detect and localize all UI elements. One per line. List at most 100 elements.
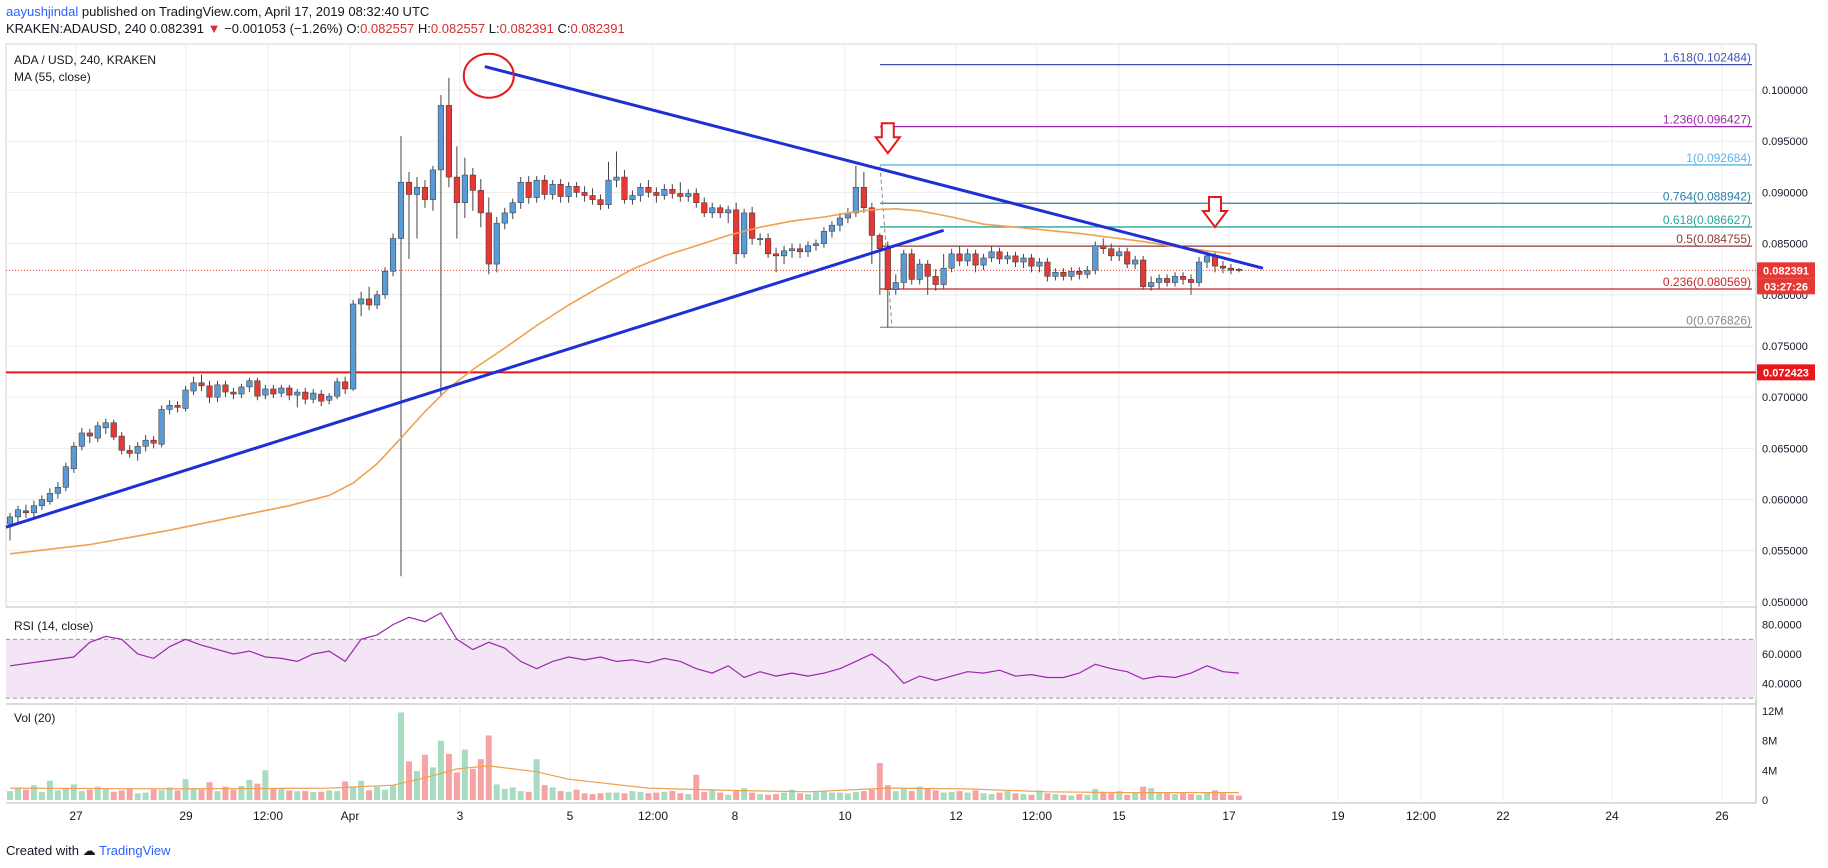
candle-body bbox=[948, 253, 955, 269]
candle bbox=[765, 233, 772, 258]
volume-bar bbox=[1004, 791, 1011, 800]
volume-bar bbox=[892, 791, 899, 800]
y-tick-label: 0.055000 bbox=[1762, 546, 1808, 558]
fib-level-label: 1.236(0.096427) bbox=[1663, 113, 1751, 127]
candle-body bbox=[389, 238, 397, 272]
high-label: H: bbox=[417, 21, 431, 36]
candle-body bbox=[765, 238, 772, 255]
volume-bar bbox=[1211, 790, 1218, 800]
volume-bar bbox=[860, 791, 867, 800]
candle bbox=[908, 248, 915, 285]
volume-bar bbox=[605, 792, 612, 800]
volume-bar bbox=[653, 792, 660, 800]
candle bbox=[1068, 267, 1075, 281]
candle-body bbox=[469, 174, 476, 191]
price-pane[interactable]: 1.618(0.102484) 1.236(0.096427) 1(0.092684… bbox=[5, 51, 1756, 577]
candle bbox=[988, 245, 995, 263]
tradingview-brand-link[interactable]: TradingView bbox=[99, 843, 171, 858]
candle bbox=[86, 428, 93, 444]
candle-body bbox=[190, 382, 197, 392]
candle-body bbox=[741, 212, 748, 255]
volume-bar bbox=[980, 793, 987, 800]
candle-body bbox=[278, 387, 285, 394]
volume-bar bbox=[1052, 794, 1059, 800]
candle-body bbox=[796, 248, 804, 253]
volume-bar bbox=[142, 792, 149, 800]
falling-resistance-trendline bbox=[484, 65, 1264, 270]
candle bbox=[1124, 247, 1131, 269]
volume-bar bbox=[709, 790, 716, 800]
candle bbox=[174, 401, 181, 413]
candle-body bbox=[749, 212, 756, 239]
candle bbox=[118, 431, 125, 455]
x-tick-label: 27 bbox=[69, 809, 83, 823]
volume-bar bbox=[262, 770, 269, 800]
rsi-pane[interactable] bbox=[6, 612, 1756, 699]
candle-body bbox=[589, 195, 596, 200]
candle-body bbox=[581, 192, 588, 196]
candle-body bbox=[781, 250, 788, 257]
candle-body bbox=[565, 186, 572, 197]
candle bbox=[549, 180, 556, 200]
volume-bar bbox=[198, 789, 205, 800]
candle bbox=[693, 188, 700, 208]
candle-body bbox=[118, 435, 125, 451]
volume-bar bbox=[318, 791, 325, 800]
volume-bar bbox=[382, 789, 389, 800]
volume-bar bbox=[629, 791, 636, 800]
volume-pane[interactable] bbox=[7, 712, 1242, 800]
candle-body bbox=[685, 193, 692, 197]
candle-body bbox=[541, 179, 548, 195]
candle-body bbox=[501, 212, 508, 224]
volume-tick-label: 4M bbox=[1762, 765, 1777, 777]
candle bbox=[876, 233, 883, 295]
volume-bar bbox=[350, 786, 357, 800]
fib-anchor-dashed bbox=[879, 165, 893, 328]
volume-bar bbox=[342, 781, 349, 800]
candle-body bbox=[533, 179, 540, 198]
volume-bar bbox=[956, 791, 963, 800]
volume-bar bbox=[310, 791, 317, 800]
volume-bar bbox=[525, 791, 532, 800]
candle-body bbox=[334, 381, 341, 397]
volume-bar bbox=[1188, 794, 1195, 800]
candle bbox=[1052, 268, 1059, 281]
candle bbox=[996, 247, 1003, 265]
candle-body bbox=[1004, 255, 1011, 260]
candle-body bbox=[900, 253, 907, 283]
candle-body bbox=[14, 509, 22, 518]
volume-bar bbox=[270, 788, 277, 800]
volume-bar bbox=[1012, 793, 1019, 800]
candle bbox=[645, 180, 652, 198]
y-tick-label: 0.050000 bbox=[1762, 597, 1808, 609]
candle bbox=[38, 495, 45, 510]
candle bbox=[1164, 274, 1171, 287]
candle-body bbox=[1108, 248, 1115, 257]
volume-bar bbox=[836, 792, 843, 800]
candle-body bbox=[78, 432, 85, 447]
volume-bar bbox=[70, 784, 77, 800]
volume-bar bbox=[589, 794, 596, 800]
volume-bar bbox=[1020, 794, 1027, 800]
volume-bar bbox=[1060, 794, 1067, 800]
candle bbox=[405, 171, 413, 259]
candle bbox=[788, 243, 796, 258]
candle bbox=[358, 291, 365, 317]
volume-bar bbox=[1100, 791, 1107, 800]
candle-body bbox=[1060, 272, 1067, 277]
candle bbox=[302, 387, 309, 405]
volume-bar bbox=[884, 785, 891, 800]
candle-body bbox=[1132, 259, 1139, 265]
candle-body bbox=[1172, 276, 1179, 283]
author-link[interactable]: aayushjindal bbox=[6, 4, 79, 19]
candle bbox=[222, 380, 229, 398]
candle bbox=[22, 504, 30, 518]
candle bbox=[334, 377, 341, 400]
volume-bar bbox=[1227, 794, 1234, 800]
x-tick-label: 3 bbox=[457, 809, 464, 823]
candle bbox=[1172, 272, 1179, 287]
candle-body bbox=[246, 380, 253, 388]
candle bbox=[366, 286, 373, 311]
ma-line bbox=[9, 207, 1231, 555]
